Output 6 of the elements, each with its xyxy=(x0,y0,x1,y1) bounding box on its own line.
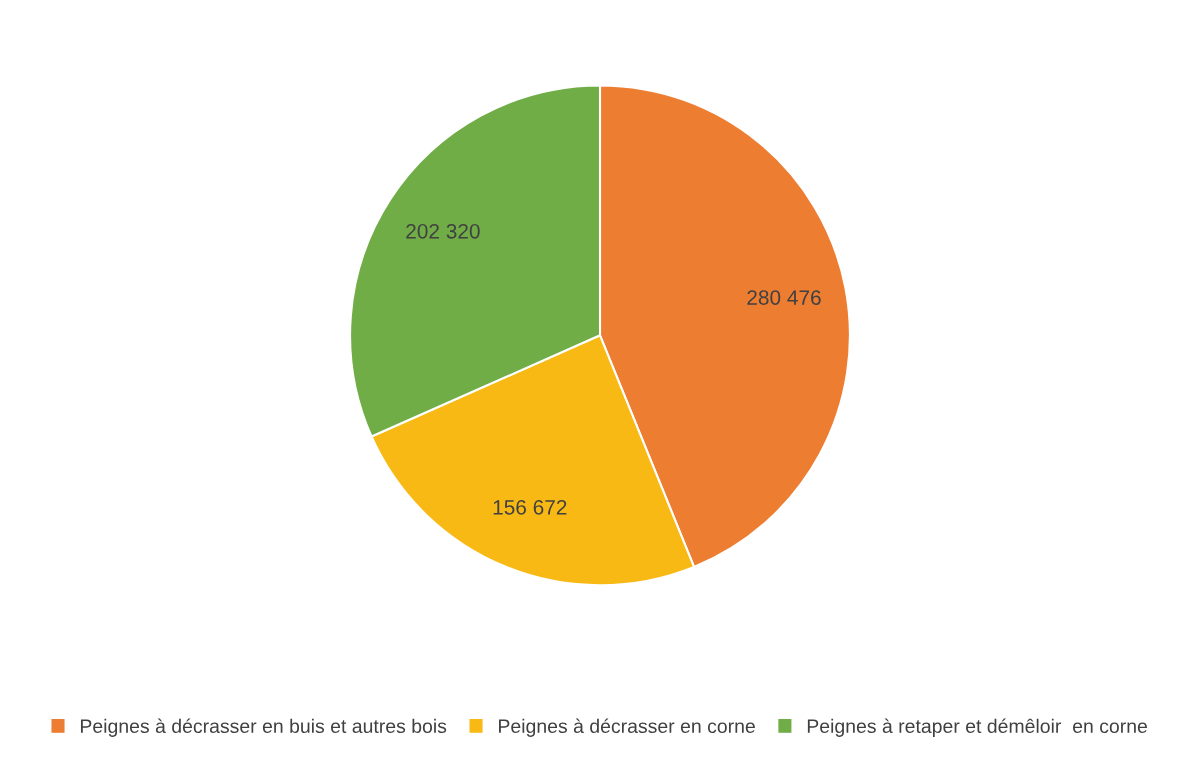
legend-label: Peignes à décrasser en corne xyxy=(499,718,755,737)
legend-label: Peignes à décrasser en buis et autres bois xyxy=(80,718,447,737)
data-label: 156 672 xyxy=(493,499,567,515)
legend-label: Peignes à retaper et démêloir en corne xyxy=(807,718,1147,737)
data-label: 280 476 xyxy=(747,290,821,305)
data-label: 202 320 xyxy=(406,223,480,239)
